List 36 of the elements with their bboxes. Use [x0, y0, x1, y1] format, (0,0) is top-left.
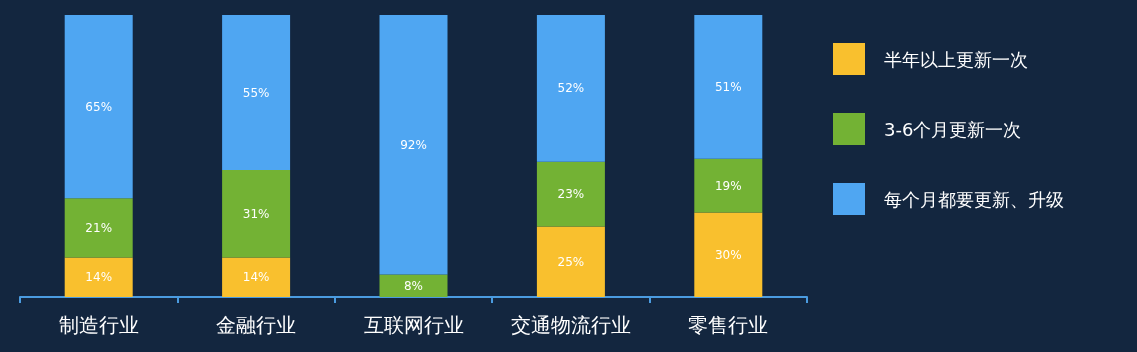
- data-label: 19%: [714, 178, 742, 193]
- data-label: 14%: [242, 270, 270, 285]
- bar: [694, 15, 763, 159]
- x-tick-label: 金融行业: [216, 313, 297, 337]
- x-tick-label: 制造行业: [58, 313, 139, 337]
- data-label: 51%: [714, 79, 742, 94]
- bar: [536, 226, 605, 297]
- bar: [694, 158, 763, 213]
- data-label: 52%: [557, 81, 585, 96]
- bar: [222, 257, 291, 297]
- data-label: 14%: [85, 270, 113, 285]
- data-label: 31%: [242, 206, 270, 221]
- bar: [64, 257, 133, 297]
- data-label: 8%: [403, 278, 424, 293]
- data-label: 92%: [400, 137, 427, 152]
- bar: [379, 274, 448, 297]
- bar: [222, 170, 291, 258]
- data-label: 30%: [714, 247, 742, 262]
- data-label: 25%: [557, 254, 585, 269]
- data-label: 23%: [557, 187, 585, 202]
- legend-label: 3-6个月更新一次: [884, 118, 1022, 140]
- x-tick-label: 零售行业: [688, 313, 769, 337]
- legend-label: 半年以上更新一次: [884, 48, 1028, 70]
- x-tick-label: 互联网行业: [363, 313, 464, 337]
- data-label: 55%: [242, 85, 270, 100]
- data-label: 65%: [85, 99, 113, 114]
- bar: [64, 15, 133, 199]
- x-tick-label: 交通物流行业: [510, 313, 631, 337]
- bar: [222, 15, 291, 171]
- bar: [536, 15, 605, 162]
- legend-label: 每个月都要更新、升级: [884, 188, 1064, 210]
- bar: [64, 198, 133, 258]
- data-label: 21%: [85, 220, 113, 235]
- bar: [379, 15, 448, 275]
- bar: [536, 161, 605, 227]
- bar: [694, 212, 763, 297]
